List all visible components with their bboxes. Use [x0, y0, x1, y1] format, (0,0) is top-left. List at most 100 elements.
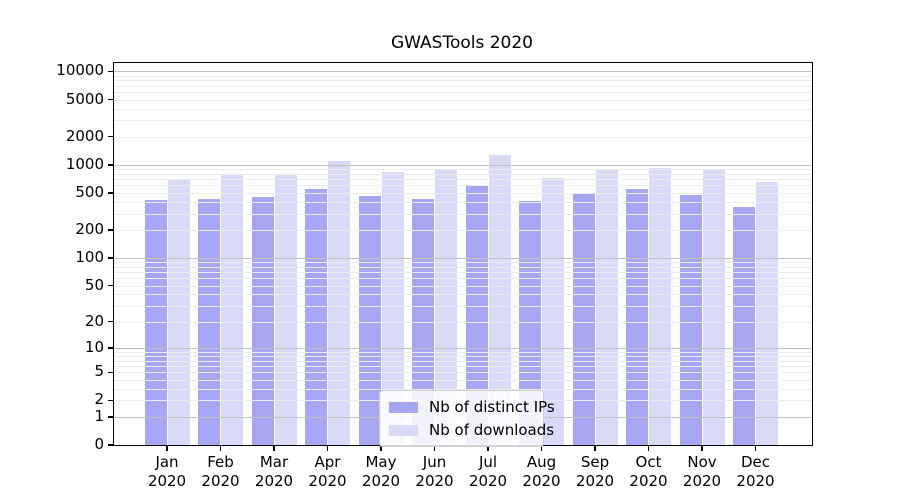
- x-tick-label-line: Dec: [740, 453, 771, 471]
- y-tick-label: 200: [75, 219, 104, 238]
- x-tick-label-line: Apr: [314, 453, 341, 471]
- gridline-minor: [114, 278, 812, 280]
- gridline-minor: [114, 388, 812, 390]
- x-tick-label-line: May: [365, 453, 397, 471]
- bar-downloads-nov: [702, 169, 725, 445]
- y-tick-label: 1: [94, 406, 104, 425]
- x-tick-mark: [594, 445, 596, 451]
- gridline-minor: [114, 213, 812, 215]
- x-tick-label-line: 2020: [254, 472, 294, 490]
- legend-item-distinct-ips: Nb of distinct IPs: [389, 398, 555, 416]
- x-tick-mark: [433, 445, 436, 451]
- x-tick-label: Feb 2020: [179, 453, 263, 491]
- legend-swatch-downloads: [389, 424, 418, 436]
- gridline-minor: [114, 272, 812, 274]
- y-tick-label: 50: [84, 275, 104, 294]
- chart-title: GWASTools 2020: [390, 33, 534, 53]
- bar-downloads-jun: [435, 169, 457, 445]
- gridline-minor: [114, 120, 812, 122]
- x-tick-label: Mar 2020: [232, 453, 316, 491]
- x-tick-label-line: 2020: [361, 472, 401, 490]
- gridline-minor: [114, 229, 812, 231]
- gridline-minor: [114, 379, 812, 381]
- y-tick-mark: [108, 135, 114, 138]
- bar-distinct-ips-nov: [679, 194, 702, 445]
- y-tick-label: 1000: [65, 154, 104, 173]
- x-tick-label-line: Feb: [207, 453, 234, 471]
- bar-downloads-jan: [167, 178, 190, 445]
- y-tick-mark: [108, 284, 114, 287]
- x-tick-label: Apr 2020: [286, 453, 370, 491]
- bar-distinct-ips-apr: [305, 188, 327, 445]
- gridline-minor: [114, 201, 812, 203]
- x-tick-mark: [326, 445, 329, 451]
- x-tick-label-line: Mar: [259, 453, 289, 471]
- gridline-minor: [114, 360, 812, 362]
- gridline-minor: [114, 85, 812, 87]
- y-tick-label: 2000: [65, 126, 104, 145]
- bar-downloads-apr: [328, 160, 350, 445]
- x-tick-label: Dec 2020: [714, 453, 798, 491]
- x-tick-label-line: Sep: [580, 453, 610, 471]
- y-tick-label: 20: [84, 311, 104, 330]
- bar-downloads-may: [381, 172, 404, 445]
- y-tick-mark: [108, 163, 114, 166]
- gridline-major: [114, 164, 812, 166]
- gridline-major: [114, 347, 812, 349]
- bar-downloads-sep: [595, 169, 618, 445]
- gridline-minor: [114, 185, 812, 187]
- x-tick-label-line: 2020: [415, 472, 454, 490]
- x-tick-label-line: Aug: [526, 453, 557, 471]
- y-tick-mark: [108, 346, 114, 349]
- y-tick-mark: [108, 256, 114, 259]
- gridline-minor: [114, 136, 812, 138]
- x-tick-mark: [273, 445, 275, 451]
- gridline-minor: [114, 372, 812, 374]
- y-tick-mark: [108, 371, 114, 374]
- gridline-minor: [114, 366, 812, 368]
- gridline-minor: [114, 99, 812, 101]
- gridline-minor: [114, 80, 812, 82]
- x-tick-label-line: 2020: [736, 472, 775, 490]
- x-tick-label: Nov 2020: [660, 453, 744, 491]
- x-tick-mark: [487, 445, 489, 451]
- y-tick-mark: [108, 399, 114, 402]
- gridline-minor: [114, 92, 812, 94]
- x-tick-label: Oct 2020: [607, 453, 691, 491]
- bar-downloads-mar: [274, 174, 297, 445]
- bar-distinct-ips-oct: [626, 188, 648, 445]
- legend-item-downloads: Nb of downloads: [389, 421, 554, 439]
- y-tick-label: 100: [75, 247, 104, 266]
- legend-swatch-distinct-ips: [389, 401, 418, 413]
- y-tick-label: 2: [94, 390, 104, 409]
- x-tick-label-line: Jun: [422, 453, 447, 471]
- legend-label-distinct-ips: Nb of distinct IPs: [429, 398, 555, 416]
- bar-distinct-ips-dec: [733, 206, 755, 445]
- y-tick-mark: [108, 444, 114, 446]
- gridline-minor: [114, 169, 812, 171]
- legend: Nb of distinct IPs Nb of downloads: [379, 390, 555, 447]
- bar-distinct-ips-mar: [251, 197, 274, 445]
- bar-downloads-feb: [221, 174, 243, 445]
- x-tick-label-line: 2020: [468, 472, 508, 490]
- x-tick-mark: [380, 445, 382, 451]
- gridline-minor: [114, 192, 812, 194]
- gridline-minor: [114, 321, 812, 323]
- gridline-minor: [114, 75, 812, 77]
- y-tick-label: 10000: [56, 61, 104, 80]
- gridline-minor: [114, 173, 812, 175]
- y-tick-label: 500: [75, 182, 104, 201]
- x-tick-mark: [540, 445, 543, 451]
- x-tick-label-line: 2020: [147, 472, 187, 490]
- x-tick-label-line: 2020: [575, 472, 615, 490]
- x-tick-mark: [701, 445, 703, 451]
- gridline-minor: [114, 351, 812, 353]
- gridline-major: [114, 257, 812, 259]
- x-tick-label-line: Jul: [478, 453, 498, 471]
- x-tick-label: Jul 2020: [446, 453, 530, 491]
- x-tick-label-line: 2020: [629, 472, 668, 490]
- y-tick-label: 5000: [65, 89, 104, 108]
- y-tick-mark: [108, 229, 114, 231]
- gridline-minor: [114, 294, 812, 296]
